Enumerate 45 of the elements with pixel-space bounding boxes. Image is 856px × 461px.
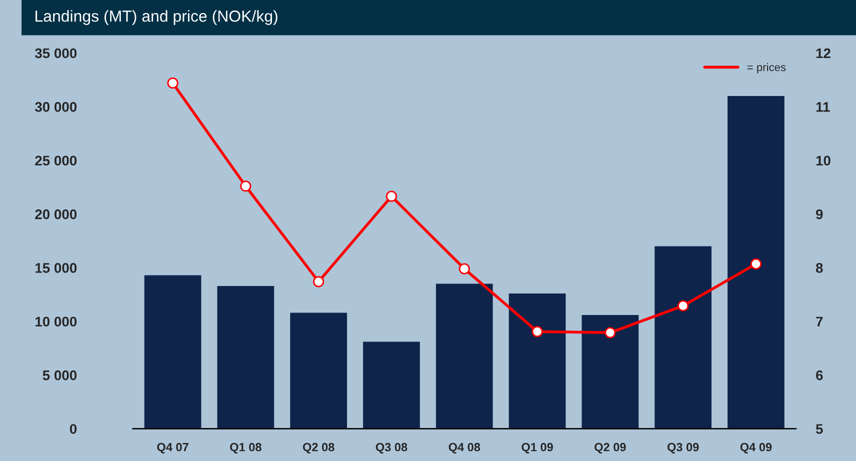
chart-title: Landings (MT) and price (NOK/kg) xyxy=(36,10,278,25)
y2-tick-label: 5 xyxy=(816,424,823,434)
point xyxy=(240,180,252,192)
y-tick-label: 25 000 xyxy=(35,156,77,166)
point xyxy=(458,263,470,274)
y-tick-label: 5 000 xyxy=(42,370,77,380)
x-tick-label: Q3 08 xyxy=(376,442,408,454)
point xyxy=(313,276,324,288)
bar xyxy=(144,275,202,429)
point xyxy=(678,300,689,312)
x-tick-label: Q1 09 xyxy=(522,442,553,454)
y2-tick-label: 9 xyxy=(816,209,823,220)
x-tick-label: Q4 07 xyxy=(157,442,188,454)
bar xyxy=(508,293,566,429)
y-tick-label: 30 000 xyxy=(34,102,77,112)
bar xyxy=(290,312,348,429)
bar xyxy=(217,286,274,429)
x-tick-label: Q2 09 xyxy=(594,442,626,454)
y2-tick-label: 11 xyxy=(816,102,830,112)
y2-tick-label: 8 xyxy=(816,263,823,273)
bar xyxy=(436,284,493,429)
x-tick-label: Q1 08 xyxy=(230,442,262,454)
y2-tick-label: 7 xyxy=(816,316,823,326)
point xyxy=(532,326,543,338)
y-tick-label: 0 xyxy=(70,424,77,434)
x-tick-label: Q3 09 xyxy=(667,442,699,454)
point xyxy=(750,258,762,270)
y-tick-label: 20 000 xyxy=(35,209,77,220)
x-tick-label: Q2 08 xyxy=(302,442,334,454)
x-tick-label: Q4 08 xyxy=(448,442,480,454)
y-tick-label: 15 000 xyxy=(36,263,77,273)
point xyxy=(386,190,398,202)
bar xyxy=(654,246,712,429)
y-tick-label: 10 000 xyxy=(36,316,77,327)
y2-tick-label: 6 xyxy=(816,370,823,380)
y-tick-label: 35 000 xyxy=(34,48,77,58)
y2-tick-label: 10 xyxy=(816,156,830,166)
point xyxy=(167,78,178,89)
bar xyxy=(582,314,639,429)
point xyxy=(604,327,616,338)
x-tick-label: Q4 09 xyxy=(740,442,772,454)
bar xyxy=(363,342,420,429)
legend-label: = prices xyxy=(747,63,786,74)
bar xyxy=(728,96,784,429)
y2-tick-label: 12 xyxy=(816,48,830,58)
